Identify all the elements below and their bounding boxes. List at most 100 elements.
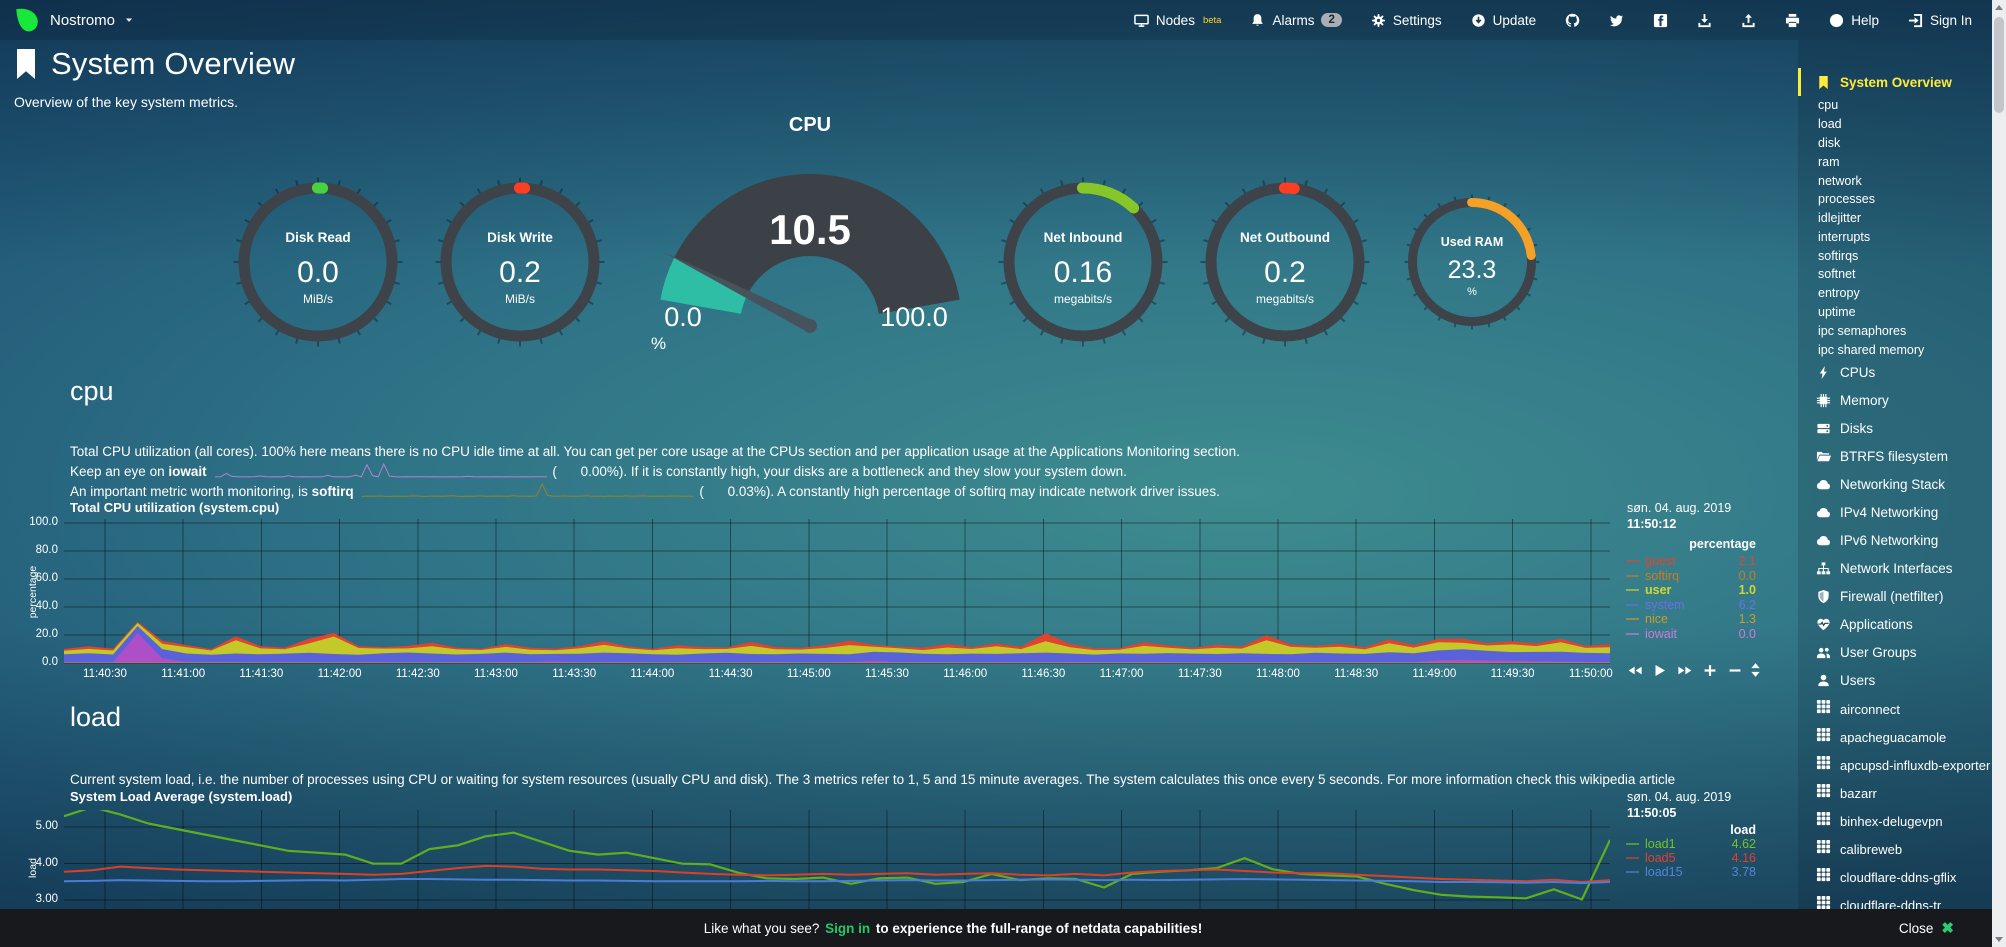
sidebar-item-processes[interactable]: processes [1798,190,1992,209]
sidebar-item-label: Applications [1840,617,1913,633]
svg-text:MiB/s: MiB/s [303,292,333,306]
sidebar-item-ipv6-networking[interactable]: IPv6 Networking [1798,527,1992,555]
nav-item-help[interactable]: ? Help [1829,13,1879,28]
sidebar-item-ram[interactable]: ram [1798,152,1992,171]
sidebar-item-network-interfaces[interactable]: Network Interfaces [1798,555,1992,583]
sidebar-item-softirqs[interactable]: softirqs [1798,246,1992,265]
sidebar-item-network[interactable]: network [1798,171,1992,190]
sidebar-item-btrfs-filesystem[interactable]: BTRFS filesystem [1798,443,1992,471]
heart-icon [1816,617,1831,632]
pan-backward-button[interactable] [1628,664,1642,677]
gauge-net_out[interactable]: Net Outbound 0.2 megabits/s [1198,175,1372,349]
legend-item-guest[interactable]: guest 2.1 [1624,554,1758,568]
nav-item-export[interactable] [1741,13,1756,28]
y-tick-label: 0.0 [42,656,58,668]
scrollbar-thumb[interactable] [1994,17,2004,113]
nav-item-facebook[interactable] [1653,13,1668,28]
sidebar-item-apcupsd-influxdb-exporter[interactable]: apcupsd-influxdb-exporter [1798,751,1992,779]
legend-item-user[interactable]: user 1.0 [1624,583,1758,597]
zoom-in-button[interactable] [1703,664,1717,677]
gauge-net_in[interactable]: Net Inbound 0.16 megabits/s [996,175,1170,349]
sidebar-item-apacheguacamole[interactable]: apacheguacamole [1798,723,1992,751]
sidebar-item-networking-stack[interactable]: Networking Stack [1798,471,1992,499]
sidebar-item-cloudflare-ddns-tr[interactable]: cloudflare-ddns-tr [1798,891,1992,909]
cpu.iowait_spark-sparkline[interactable] [214,462,547,479]
sidebar-item-airconnect[interactable]: airconnect [1798,695,1992,723]
sidebar-item-softnet[interactable]: softnet [1798,265,1992,284]
scrollbar-up-icon[interactable] [1992,0,2006,15]
cpu-gauge-max: 100.0 [880,302,948,332]
sidebar-item-system-overview[interactable]: System Overview [1798,68,1992,96]
sidebar-item-entropy[interactable]: entropy [1798,284,1992,303]
sidebar-item-ipv4-networking[interactable]: IPv4 Networking [1798,499,1992,527]
sidebar-item-uptime[interactable]: uptime [1798,303,1992,322]
nav-item-twitter[interactable] [1609,13,1624,28]
gauge-disk_write[interactable]: Disk Write 0.2 MiB/s [433,175,607,349]
close-banner-button[interactable]: Close ✖ [1899,909,1954,947]
legend-item-load15[interactable]: load15 3.78 [1624,865,1758,879]
legend-item-system[interactable]: system 6.2 [1624,598,1758,612]
legend-item-load1[interactable]: load1 4.62 [1624,837,1758,851]
x-tick-label: 11:46:00 [943,668,988,680]
sidebar-item-bazarr[interactable]: bazarr [1798,779,1992,807]
y-tick-label: 40.0 [35,600,58,612]
scrollbar-down-icon[interactable] [1992,932,2006,947]
nav-item-github[interactable] [1565,13,1580,28]
section-heading-cpu[interactable]: cpu [70,376,114,406]
legend-item-load5[interactable]: load5 4.16 [1624,851,1758,865]
bookmark-icon [1816,75,1831,90]
sidebar-item-label: User Groups [1840,645,1917,661]
legend-item-softirq[interactable]: softirq 0.0 [1624,569,1758,583]
nav-item-signin[interactable]: Sign In [1908,13,1972,28]
pan-forward-button[interactable] [1678,664,1692,677]
sidebar-item-cpu[interactable]: cpu [1798,96,1992,115]
sidebar-item-binhex-delugevpn[interactable]: binhex-delugevpn [1798,807,1992,835]
sidebar-item-ipc-shared-memory[interactable]: ipc shared memory [1798,340,1992,359]
scrollbar[interactable] [1992,0,2006,947]
load-chart-plot[interactable] [64,810,1610,947]
sidebar-item-load[interactable]: load [1798,115,1992,134]
sidebar-item-memory[interactable]: Memory [1798,387,1992,415]
sidebar-item-users[interactable]: Users [1798,667,1992,695]
x-tick-label: 11:44:30 [708,668,753,680]
sidebar-item-user-groups[interactable]: User Groups [1798,639,1992,667]
gauge-used_ram[interactable]: Used RAM 23.3% [1402,192,1542,332]
sidebar-item-calibreweb[interactable]: calibreweb [1798,835,1992,863]
sidebar-item-ipc-semaphores[interactable]: ipc semaphores [1798,321,1992,340]
nav-item-print[interactable] [1785,13,1800,28]
chart-resize-handle[interactable] [1750,663,1761,677]
sitemap-icon [1816,561,1831,576]
y-tick-label: 100.0 [29,516,58,528]
sidebar-item-idlejitter[interactable]: idlejitter [1798,209,1992,228]
legend-item-nice[interactable]: nice 1.3 [1624,612,1758,626]
sidebar-item-label: processes [1818,192,1875,207]
sidebar-item-label: Disks [1840,421,1873,437]
sidebar-item-cpus[interactable]: CPUs [1798,359,1992,387]
sidebar-item-label: disk [1818,135,1841,150]
nav-item-update[interactable]: Update [1471,13,1536,28]
node-selector[interactable]: Nostromo [14,7,134,34]
section-heading-load[interactable]: load [70,702,122,732]
nav-item-alarms[interactable]: Alarms 2 [1250,13,1342,28]
x-tick-label: 11:42:00 [317,668,362,680]
sidebar-item-firewall-netfilter-[interactable]: Firewall (netfilter) [1798,583,1992,611]
nav-item-nodes[interactable]: Nodes beta [1134,13,1221,28]
sidebar-item-cloudflare-ddns-gflix[interactable]: cloudflare-ddns-gflix [1798,863,1992,891]
cpu-gauge[interactable]: CPU 10.5 0.0 100.0 % [645,112,975,354]
x-tick-label: 11:42:30 [395,668,440,680]
signin-link[interactable]: Sign in [825,920,871,936]
legend-item-iowait[interactable]: iowait 0.0 [1624,627,1758,641]
nav-item-import[interactable] [1697,13,1712,28]
cpu-description-line: An important metric worth monitoring, is… [70,482,1615,502]
nav-item-settings[interactable]: Settings [1371,13,1442,28]
sidebar-item-label: idlejitter [1818,211,1862,226]
sidebar-item-interrupts[interactable]: interrupts [1798,227,1992,246]
sidebar-item-applications[interactable]: Applications [1798,611,1992,639]
zoom-out-button[interactable] [1728,664,1742,677]
play-button[interactable] [1653,664,1667,677]
cpu.softirq_spark-sparkline[interactable] [361,482,694,499]
sidebar-item-disk[interactable]: disk [1798,134,1992,153]
gauge-disk_read[interactable]: Disk Read 0.0 MiB/s [231,175,405,349]
cpu-chart-plot[interactable] [64,519,1610,667]
sidebar-item-disks[interactable]: Disks [1798,415,1992,443]
